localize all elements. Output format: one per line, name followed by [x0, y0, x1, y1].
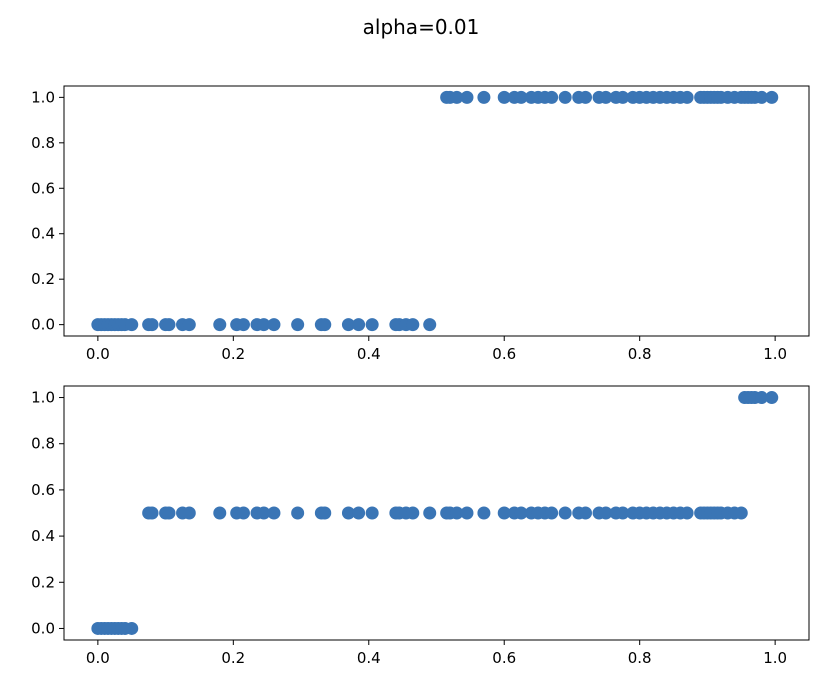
x-tick-label: 0.4: [357, 649, 381, 667]
scatter-point: [460, 506, 474, 520]
scatter-point: [616, 90, 630, 104]
scatter-point: [182, 318, 196, 332]
scatter-point: [406, 506, 420, 520]
y-tick-label: 1.0: [31, 389, 55, 407]
y-tick-label: 0.6: [31, 481, 55, 499]
scatter-point: [365, 506, 379, 520]
scatter-point: [680, 90, 694, 104]
scatter-point: [145, 318, 159, 332]
y-tick-label: 0.4: [31, 527, 55, 545]
x-tick-label: 0.6: [492, 649, 516, 667]
x-tick-label: 0.4: [357, 345, 381, 363]
scatter-point: [579, 90, 592, 104]
scatter-point: [365, 318, 379, 332]
scatter-point: [497, 506, 511, 520]
y-tick-label: 0.2: [31, 270, 55, 288]
axes-frame: [63, 385, 810, 641]
axes-frame: [63, 85, 810, 337]
scatter-point: [514, 90, 528, 104]
scatter-point: [162, 318, 176, 332]
x-tick-label: 0.0: [86, 649, 110, 667]
y-tick-label: 0.8: [31, 134, 55, 152]
x-tick-label: 0.2: [221, 649, 245, 667]
bottom-subplot: 0.0 0.2 0.4 0.6 0.8 1.0 0.0 0.2 0.4 0.6 0.8 1.0: [31, 385, 810, 667]
scatter-point: [125, 318, 139, 332]
y-tick-label: 0.0: [31, 316, 55, 334]
scatter-point: [406, 318, 420, 332]
scatter-point: [291, 318, 305, 332]
scatter-point: [755, 391, 769, 405]
y-tick-label: 0.0: [31, 619, 55, 637]
y-tick-label: 0.8: [31, 435, 55, 453]
scatter-point: [558, 506, 572, 520]
scatter-point: [213, 318, 227, 332]
scatter-point: [145, 506, 159, 520]
scatter-point: [236, 506, 250, 520]
scatter-point: [545, 90, 559, 104]
x-tick-label: 1.0: [763, 345, 787, 363]
scatter-point: [477, 90, 491, 104]
scatter-point: [213, 506, 227, 520]
scatter-point: [125, 621, 139, 635]
scatter-point: [497, 90, 511, 104]
scatter-point: [514, 506, 528, 520]
x-tick-label: 0.8: [628, 649, 652, 667]
scatter-point: [558, 90, 572, 104]
scatter-point: [267, 506, 281, 520]
scatter-point: [341, 318, 355, 332]
scatter-point: [182, 506, 196, 520]
scatter-point: [341, 506, 355, 520]
x-tick-label: 0.8: [628, 345, 652, 363]
scatter-point: [616, 506, 630, 520]
scatter-point: [352, 506, 366, 520]
y-tick-label: 1.0: [31, 88, 55, 106]
scatter-point: [423, 318, 437, 332]
scatter-point: [236, 318, 250, 332]
scatter-point: [257, 318, 271, 332]
scatter-point: [734, 506, 748, 520]
x-tick-label: 0.2: [221, 345, 245, 363]
scatter-point: [450, 90, 464, 104]
scatter-point: [318, 506, 332, 520]
scatter-point: [579, 506, 592, 520]
scatter-point: [257, 506, 271, 520]
scatter-point: [765, 391, 779, 405]
scatter-point: [599, 90, 613, 104]
top-subplot: 0.0 0.2 0.4 0.6 0.8 1.0 0.0 0.2 0.4 0.6 0.8 1.0: [31, 85, 810, 363]
scatter-point: [423, 506, 437, 520]
scatter-point: [680, 506, 694, 520]
scatter-point: [460, 90, 474, 104]
scatter-point: [545, 506, 559, 520]
y-tick-label: 0.2: [31, 573, 55, 591]
scatter-point: [352, 318, 366, 332]
y-tick-label: 0.4: [31, 225, 55, 243]
x-tick-label: 0.0: [86, 345, 110, 363]
scatter-point: [162, 506, 176, 520]
scatter-point: [291, 506, 305, 520]
x-tick-label: 0.6: [492, 345, 516, 363]
x-tick-label: 1.0: [763, 649, 787, 667]
scatter-point: [267, 318, 281, 332]
scatter-point: [318, 318, 332, 332]
scatter-point: [755, 90, 769, 104]
scatter-point: [450, 506, 464, 520]
y-tick-label: 0.6: [31, 179, 55, 197]
scatter-point: [599, 506, 613, 520]
scatter-point: [765, 90, 779, 104]
figure-suptitle: alpha=0.01: [363, 15, 480, 39]
scatter-point: [477, 506, 491, 520]
